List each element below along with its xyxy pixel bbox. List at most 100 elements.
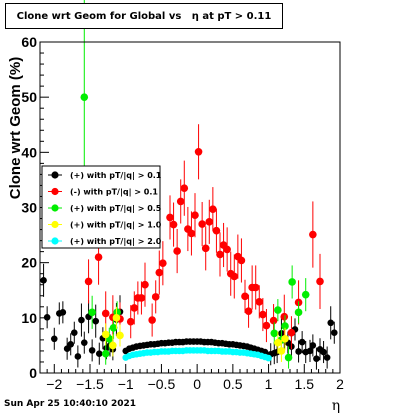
data-point	[280, 312, 289, 321]
y-tick-label: 10	[21, 310, 37, 326]
data-point	[63, 345, 71, 353]
data-point	[92, 317, 100, 325]
data-point	[251, 283, 260, 292]
x-axis-label-group: η	[332, 398, 340, 414]
data-point	[244, 307, 253, 316]
data-point	[270, 329, 279, 338]
y-tick-label: 50	[21, 89, 37, 105]
data-point	[67, 341, 75, 348]
data-point	[126, 317, 135, 326]
data-point	[101, 309, 110, 318]
data-point	[223, 245, 231, 254]
data-point	[95, 350, 103, 357]
data-point	[212, 226, 221, 235]
legend-box	[41, 165, 161, 249]
data-point	[191, 211, 199, 220]
data-point	[94, 253, 103, 261]
data-point	[180, 184, 189, 192]
data-point	[155, 268, 164, 277]
data-point	[151, 293, 160, 301]
series-1	[84, 124, 324, 350]
data-point	[281, 322, 289, 330]
data-point	[113, 308, 121, 317]
data-point	[116, 331, 124, 340]
data-point	[295, 348, 302, 355]
data-series-group	[40, 0, 338, 370]
x-tick-label: −1.5	[76, 376, 104, 392]
data-point	[80, 93, 89, 101]
data-point	[298, 338, 306, 346]
data-point	[109, 323, 118, 332]
x-tick-label: −1	[118, 376, 134, 392]
data-point	[43, 313, 51, 321]
legend-label: (+) with pT/|q| > 0.1	[70, 171, 162, 180]
data-point	[166, 213, 174, 222]
x-tick-label: −0.5	[148, 376, 176, 392]
data-point	[137, 294, 146, 302]
legend-group: (+) with pT/|q| > 0.1 (-) with pT/|q| > 0…	[41, 165, 162, 249]
data-point	[148, 316, 156, 324]
data-point	[259, 310, 267, 319]
data-point	[230, 272, 239, 281]
data-point	[187, 229, 196, 238]
x-tick-label: 1.5	[295, 376, 315, 392]
data-point	[277, 347, 286, 355]
data-point	[74, 353, 82, 360]
data-point	[316, 277, 324, 286]
y-tick-label: 60	[21, 34, 37, 50]
legend-marker	[51, 204, 59, 212]
y-tick-label: 0	[29, 365, 37, 381]
legend-label: (+) with pT/|q| > 1.0	[70, 221, 162, 230]
data-point	[284, 353, 293, 362]
x-tick-label: 0.5	[223, 376, 243, 392]
data-point	[101, 330, 110, 339]
data-point	[40, 277, 47, 284]
data-point	[265, 354, 272, 362]
series-0	[40, 263, 338, 370]
legend-marker	[51, 187, 59, 196]
data-point	[130, 304, 139, 312]
data-point	[109, 341, 117, 350]
legend-marker	[51, 171, 59, 179]
data-point	[262, 321, 271, 330]
series-4	[122, 347, 272, 362]
data-point	[294, 308, 303, 317]
data-point	[169, 220, 178, 229]
data-point	[274, 306, 282, 314]
data-point	[141, 280, 149, 289]
data-point	[237, 256, 246, 265]
data-point	[209, 205, 217, 213]
data-point	[281, 334, 289, 343]
data-point	[88, 308, 96, 317]
y-tick-label: 40	[21, 144, 37, 160]
data-point	[323, 354, 331, 361]
y-tick-label: 30	[21, 200, 37, 216]
legend-marker	[51, 237, 59, 245]
data-point	[194, 147, 203, 156]
data-point	[101, 349, 110, 358]
data-point	[159, 259, 167, 268]
x-axis-label: η	[332, 398, 340, 414]
data-point	[309, 230, 317, 239]
data-point	[59, 309, 67, 316]
data-point	[84, 277, 93, 286]
data-point	[287, 328, 296, 337]
data-point	[269, 316, 278, 325]
data-point	[309, 342, 317, 349]
y-axis-label: Clone wrt Geom (%)	[7, 57, 24, 200]
data-point	[288, 278, 296, 286]
data-point	[330, 329, 338, 337]
chart-title: Clone wrt Geom for Global vs η at pT > 0…	[5, 3, 283, 29]
data-point	[301, 290, 310, 299]
legend-label: (-) with pT/|q| > 0.1	[70, 188, 158, 197]
data-point	[80, 339, 88, 346]
legend-marker	[51, 220, 59, 229]
x-tick-label: 2	[336, 376, 344, 392]
data-point	[70, 329, 78, 337]
data-point	[201, 244, 210, 253]
legend-label: (+) with pT/|q| > 2.0	[70, 237, 162, 246]
x-tick-label: −2	[46, 376, 62, 392]
data-point	[241, 292, 249, 301]
